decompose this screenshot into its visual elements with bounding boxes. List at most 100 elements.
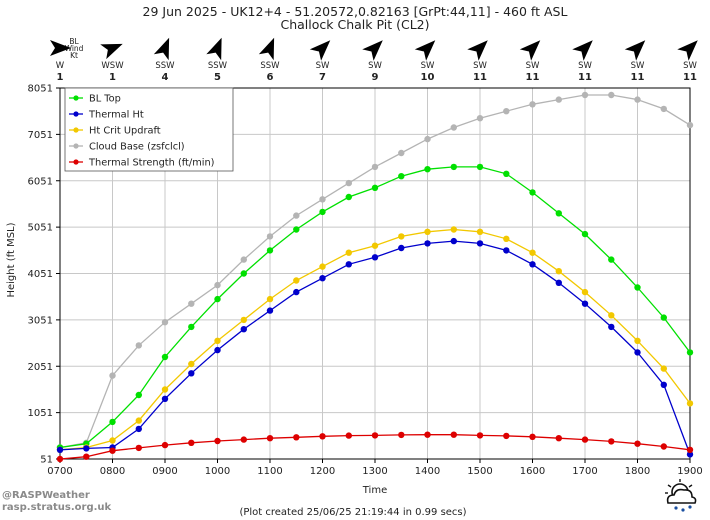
wind-direction-label: SSW	[208, 61, 228, 71]
data-point-thermal-ht	[345, 261, 352, 268]
data-point-thermal-strength	[476, 432, 484, 439]
data-point-thermal-strength	[581, 436, 589, 443]
data-point-thermal-strength	[135, 444, 142, 452]
data-point-bl-top	[214, 295, 221, 303]
data-point-bl-top	[660, 314, 667, 321]
y-tick-label: 6051	[28, 176, 53, 187]
data-point-bl-top	[161, 353, 169, 361]
data-point-thermal-strength	[188, 439, 195, 446]
wind-arrow-icon	[467, 40, 488, 61]
y-tick-label: 7051	[28, 130, 53, 141]
data-point-thermal-ht	[56, 446, 64, 453]
data-point-thermal-strength	[555, 435, 562, 442]
x-tick-label: 1800	[625, 466, 650, 477]
data-point-bl-top	[424, 166, 431, 173]
data-point-thermal-ht	[293, 288, 300, 296]
data-point-cloud-base	[161, 319, 169, 326]
data-point-ht-crit	[240, 316, 247, 324]
data-point-cloud-base	[529, 101, 536, 108]
data-point-thermal-strength	[686, 446, 694, 453]
plot-created-note: (Plot created 25/06/25 21:19:44 in 0.99 …	[239, 507, 466, 518]
wind-arrow-shape	[414, 40, 436, 61]
wind-arrow-shape	[362, 40, 383, 61]
data-point-thermal-strength	[529, 433, 536, 440]
wind-arrow-icon	[414, 40, 436, 61]
data-point-cloud-base	[608, 91, 615, 99]
wind-direction-label: SW	[631, 61, 645, 71]
data-point-ht-crit	[266, 295, 274, 303]
data-point-thermal-ht	[555, 279, 562, 286]
wind-speed-label: 10	[421, 72, 435, 83]
data-point-bl-top	[686, 349, 694, 356]
data-point-cloud-base	[555, 96, 562, 103]
wind-speed-label: 4	[162, 72, 169, 83]
data-point-ht-crit	[503, 235, 510, 242]
data-point-thermal-ht	[503, 247, 510, 254]
data-point-thermal-ht	[634, 349, 641, 356]
legend-swatch-marker	[73, 95, 79, 101]
wind-speed-label: 6	[267, 72, 274, 83]
wind-arrow-shape	[677, 40, 698, 61]
data-point-ht-crit	[476, 228, 484, 235]
x-tick-label: 1000	[205, 466, 230, 477]
wind-direction-label: SW	[578, 61, 592, 71]
data-point-ht-crit	[293, 277, 300, 284]
legend-swatch-marker	[73, 111, 79, 117]
data-point-thermal-ht	[371, 254, 379, 261]
data-point-bl-top	[503, 170, 510, 177]
wind-arrow-shape	[467, 40, 488, 61]
y-tick-label: 4051	[28, 269, 53, 280]
data-point-cloud-base	[634, 96, 641, 103]
y-axis: 51 1051 2051 3051 4051 5051 6051 7051 8051	[28, 84, 60, 466]
x-tick-label: 1400	[415, 466, 440, 477]
chart-title: 29 Jun 2025 - UK12+4 - 51.20572,0.82163 …	[143, 4, 568, 19]
data-point-thermal-strength	[240, 436, 247, 443]
wind-arrow-icon	[519, 40, 541, 61]
wind-direction-label: SW	[316, 61, 330, 71]
data-point-bl-top	[109, 418, 116, 426]
data-point-thermal-ht	[266, 307, 274, 314]
wind-speed-label: 11	[473, 72, 487, 83]
wind-speed-label: 11	[683, 72, 697, 83]
wind-arrow-icon	[50, 40, 71, 56]
x-tick-label: 1100	[257, 466, 282, 477]
y-tick-label: 8051	[28, 84, 53, 95]
data-point-cloud-base	[266, 233, 274, 240]
wind-arrow-icon	[572, 40, 593, 61]
x-tick-label: 0700	[47, 466, 72, 477]
series-layer	[56, 91, 694, 463]
data-point-cloud-base	[109, 372, 116, 379]
data-point-bl-top	[608, 256, 615, 263]
data-point-thermal-ht	[660, 381, 667, 388]
chart-subtitle: Challock Chalk Pit (CL2)	[281, 17, 430, 32]
wind-arrow-icon	[624, 40, 646, 61]
data-point-cloud-base	[581, 91, 589, 99]
data-point-thermal-ht	[161, 395, 169, 402]
data-point-bl-top	[529, 189, 536, 196]
x-tick-label: 1900	[677, 466, 702, 477]
data-point-ht-crit	[345, 249, 352, 256]
data-point-ht-crit	[188, 360, 195, 368]
data-point-cloud-base	[293, 212, 300, 219]
data-point-thermal-strength	[214, 437, 221, 445]
data-point-cloud-base	[476, 115, 484, 122]
legend-swatch-marker	[73, 127, 79, 133]
data-point-ht-crit	[686, 400, 694, 407]
y-axis-label: Height (ft MSL)	[6, 222, 17, 297]
y-tick-label: 2051	[28, 362, 53, 373]
data-point-bl-top	[581, 230, 589, 238]
data-point-cloud-base	[214, 281, 221, 289]
wind-direction-label: W	[56, 61, 65, 71]
legend-label: Thermal Strength (ft/min)	[88, 158, 215, 169]
wind-header-wind: Wind	[65, 44, 84, 53]
data-point-thermal-ht	[450, 237, 457, 245]
data-point-bl-top	[293, 226, 300, 233]
data-point-cloud-base	[240, 256, 247, 263]
legend-label: Ht Crit Updraft	[89, 126, 161, 137]
x-axis: 0700 0800 0900 1000 1100 1200 1300 1400 1500 1600…	[47, 459, 703, 477]
x-tick-label: 1700	[572, 466, 597, 477]
data-point-thermal-strength	[634, 440, 641, 447]
data-point-bl-top	[240, 270, 247, 277]
y-tick-label: 3051	[28, 315, 53, 326]
